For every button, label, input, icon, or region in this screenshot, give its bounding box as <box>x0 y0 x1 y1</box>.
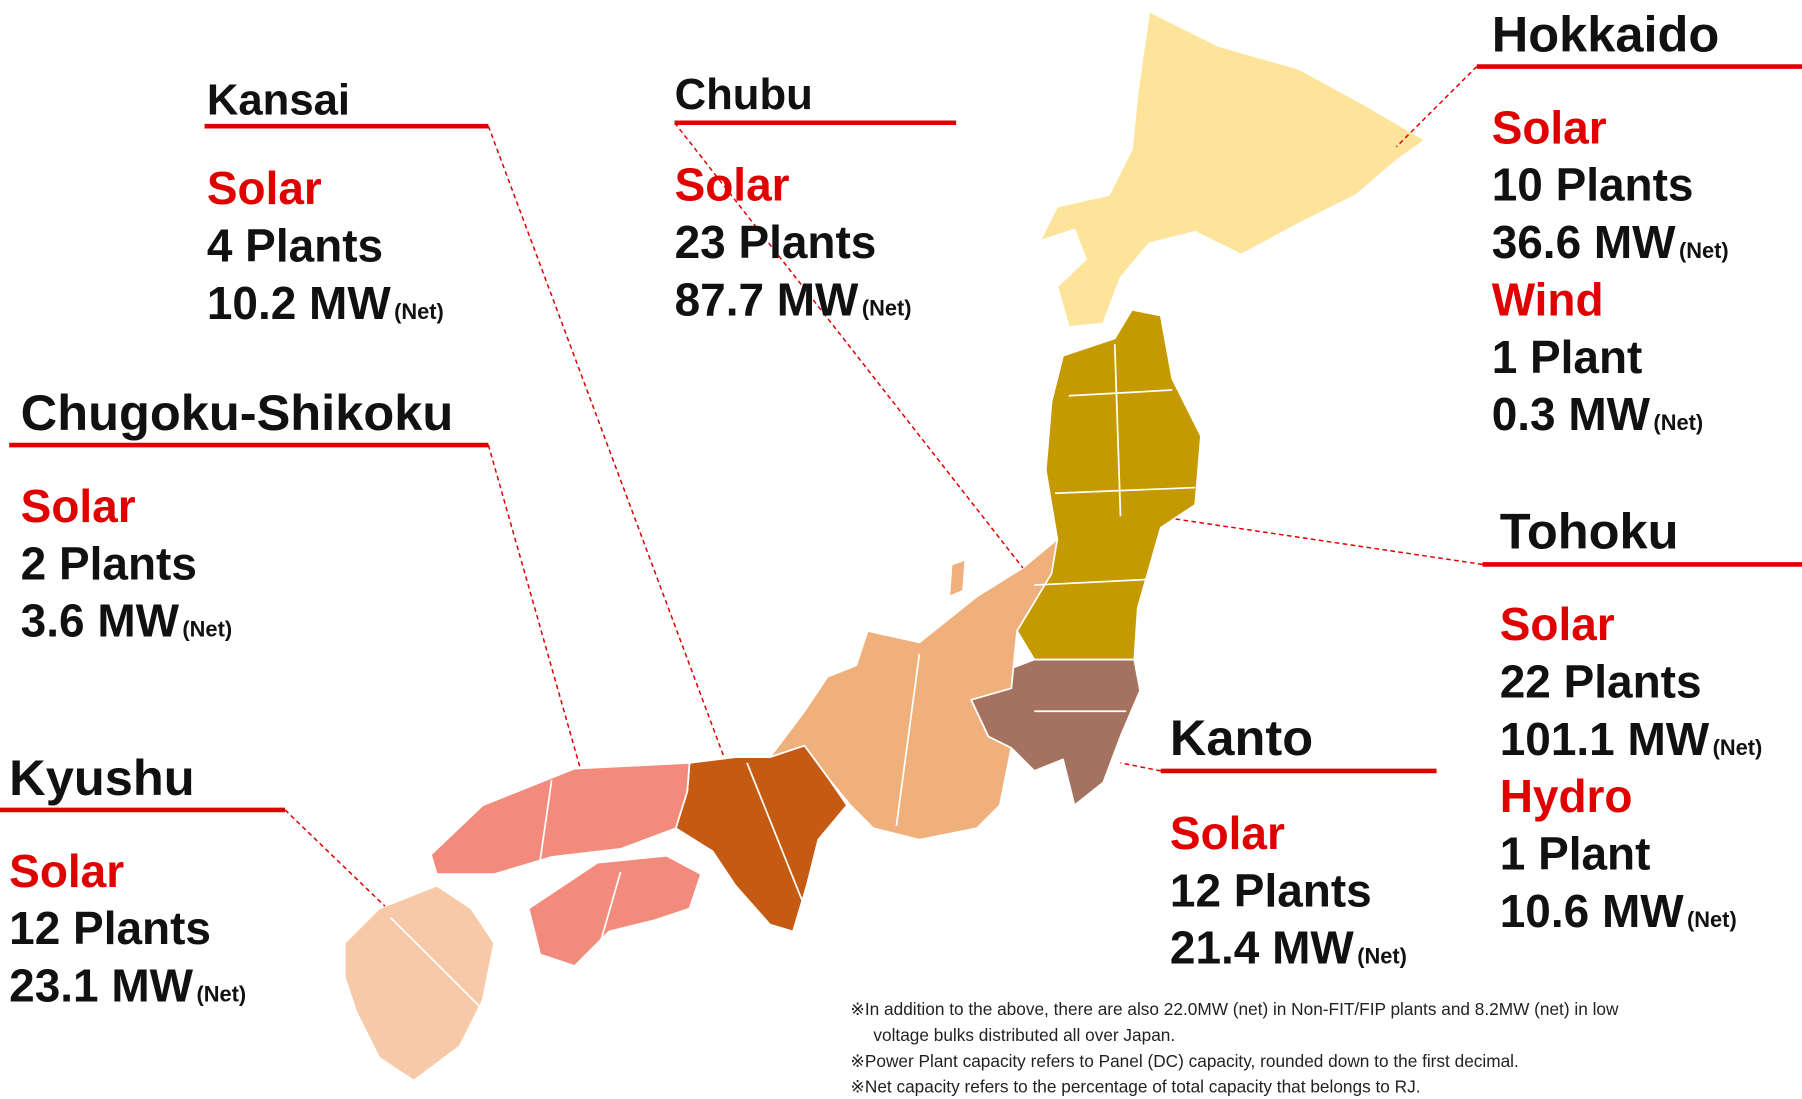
leader-line <box>487 444 582 769</box>
energy-type: Solar <box>9 845 124 897</box>
prefecture-border <box>895 653 921 827</box>
capacity-value: 10.6 MW <box>1500 885 1685 937</box>
region-name: Kansai <box>207 77 350 125</box>
energy-type: Solar <box>675 159 790 211</box>
plant-count: 10 Plants <box>1492 159 1694 211</box>
kyushu <box>343 884 496 1082</box>
net-label: (Net) <box>1653 410 1703 435</box>
region-name: Hokkaido <box>1492 6 1720 63</box>
prefecture-border <box>539 779 553 861</box>
shikoku <box>527 854 702 967</box>
capacity-value: 101.1 MW <box>1500 713 1710 765</box>
prefecture-border <box>746 762 806 907</box>
chugoku <box>430 762 691 876</box>
sado <box>948 558 967 598</box>
energy-type: Wind <box>1492 274 1604 326</box>
capacity-value: 0.3 MW <box>1492 388 1651 440</box>
capacity-value: 23.1 MW <box>9 960 194 1012</box>
net-label: (Net) <box>1687 907 1737 932</box>
footnote: ※Net capacity refers to the percentage o… <box>850 1077 1420 1097</box>
region-name: Chugoku-Shikoku <box>21 384 454 441</box>
leader-line <box>1120 762 1161 772</box>
net-label: (Net) <box>862 295 912 320</box>
plant-count: 23 Plants <box>675 216 877 268</box>
plant-count: 22 Plants <box>1500 656 1702 708</box>
energy-type: Solar <box>207 162 322 214</box>
kansai <box>674 744 848 933</box>
leader-line <box>674 122 1024 569</box>
plant-count: 2 Plants <box>21 537 197 589</box>
net-label: (Net) <box>182 617 232 642</box>
chubu <box>769 538 1059 841</box>
footnote: ※In addition to the above, there are als… <box>850 999 1619 1019</box>
japan-map <box>343 10 1426 1082</box>
capacity: 23.1 MW (Net) <box>9 960 246 1012</box>
capacity-value: 21.4 MW <box>1170 922 1355 974</box>
prefecture-border <box>1054 486 1196 495</box>
capacity: 87.7 MW (Net) <box>675 274 912 326</box>
footnote: ※Power Plant capacity refers to Panel (D… <box>850 1051 1518 1071</box>
capacity: 101.1 MW (Net) <box>1500 713 1763 765</box>
net-label: (Net) <box>1679 238 1729 263</box>
prefecture-borders <box>1068 389 1173 397</box>
capacity: 3.6 MW (Net) <box>21 595 232 647</box>
net-label: (Net) <box>1357 944 1407 969</box>
prefecture-border <box>1034 578 1150 586</box>
plant-count: 12 Plants <box>9 902 211 954</box>
energy-type: Solar <box>1500 598 1615 650</box>
hokkaido <box>1039 10 1426 328</box>
capacity-value: 87.7 MW <box>675 274 860 326</box>
region-name: Tohoku <box>1500 502 1679 559</box>
energy-type: Solar <box>1492 101 1607 153</box>
capacity-value: 10.2 MW <box>207 277 392 329</box>
tohoku <box>1016 308 1202 661</box>
region-name: Chubu <box>675 71 813 119</box>
footnotes: ※In addition to the above, there are als… <box>850 999 1619 1096</box>
net-label: (Net) <box>394 299 444 324</box>
plant-count: 1 Plant <box>1492 331 1643 383</box>
capacity-value: 3.6 MW <box>21 595 180 647</box>
capacity: 10.6 MW (Net) <box>1500 885 1737 937</box>
plant-count: 12 Plants <box>1170 864 1372 916</box>
prefecture-border <box>596 871 622 953</box>
plant-count: 1 Plant <box>1500 828 1651 880</box>
energy-type: Hydro <box>1500 770 1633 822</box>
energy-type: Solar <box>1170 807 1285 859</box>
region-name: Kanto <box>1170 709 1313 766</box>
net-label: (Net) <box>1713 735 1763 760</box>
capacity: 10.2 MW (Net) <box>207 277 444 329</box>
plant-count: 4 Plants <box>207 220 383 272</box>
leader-line <box>284 809 386 907</box>
net-label: (Net) <box>196 982 246 1007</box>
energy-type: Solar <box>21 480 136 532</box>
capacity: 36.6 MW (Net) <box>1492 216 1729 268</box>
footnote: voltage bulks distributed all over Japan… <box>873 1025 1175 1045</box>
prefecture-border <box>390 917 484 1011</box>
capacity: 21.4 MW (Net) <box>1170 922 1407 974</box>
capacity: 0.3 MW (Net) <box>1492 388 1703 440</box>
leader-line <box>1395 66 1478 148</box>
prefecture-border <box>1113 344 1122 517</box>
leader-line <box>1172 517 1483 566</box>
capacity-value: 36.6 MW <box>1492 216 1677 268</box>
region-name: Kyushu <box>9 749 194 806</box>
